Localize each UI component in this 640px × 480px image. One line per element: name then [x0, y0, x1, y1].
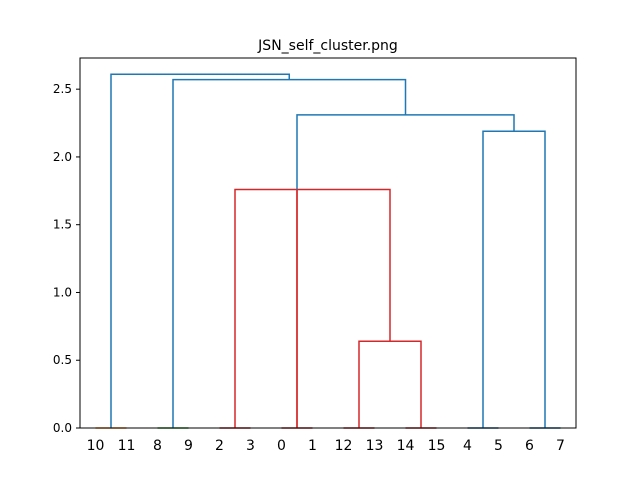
x-tick-label: 6 — [525, 438, 534, 454]
link-23-cluster — [234, 188, 298, 428]
x-tick-label: 7 — [556, 438, 565, 454]
x-tick-label: 3 — [246, 438, 255, 454]
x-tick-label: 15 — [428, 438, 446, 454]
y-tick-label: 2.5 — [53, 82, 72, 96]
chart-title: JSN_self_cluster.png — [257, 38, 398, 54]
x-tick-label: 13 — [366, 438, 384, 454]
x-tick-label: 5 — [494, 438, 503, 454]
y-tick-label: 0.5 — [53, 353, 72, 367]
x-tick-label: 14 — [397, 438, 415, 454]
x-tick-label: 11 — [118, 438, 136, 454]
x-tick-label: 12 — [335, 438, 353, 454]
y-tick-label: 2.0 — [53, 150, 72, 164]
y-tick-label: 0.0 — [53, 421, 72, 435]
x-tick-label: 4 — [463, 438, 472, 454]
x-tick-label: 10 — [87, 438, 105, 454]
x-axis: 10 11 8 9 2 3 0 1 12 13 14 15 4 5 6 7 — [87, 438, 565, 454]
x-tick-label: 2 — [215, 438, 224, 454]
y-tick-label: 1.5 — [53, 218, 72, 232]
x-tick-label: 0 — [277, 438, 286, 454]
y-tick-label: 1.0 — [53, 285, 72, 299]
x-tick-label: 1 — [308, 438, 317, 454]
plot-frame — [79, 57, 577, 429]
link-root — [110, 73, 290, 428]
x-tick-label: 9 — [184, 438, 193, 454]
x-tick-label: 8 — [153, 438, 162, 454]
y-axis: 0.0 0.5 1.0 1.5 2.0 2.5 — [53, 82, 80, 435]
